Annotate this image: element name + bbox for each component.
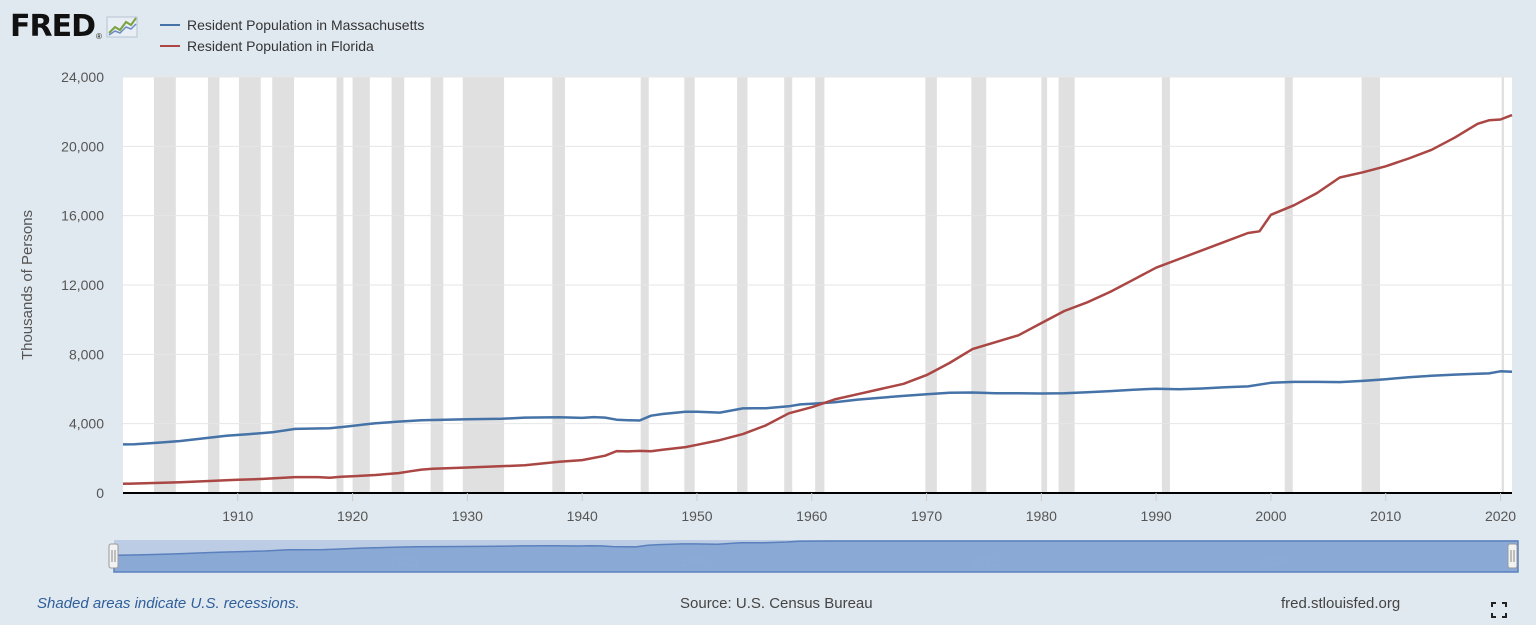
legend-swatch-massachusetts [160,23,180,26]
source-text: Source: U.S. Census Bureau [680,595,873,612]
y-tick-label: 12,000 [61,277,104,293]
fullscreen-icon[interactable] [1491,602,1507,618]
x-tick-label: 2020 [1485,508,1516,524]
x-tick-label: 1980 [1026,508,1057,524]
legend-label-massachusetts: Resident Population in Massachusetts [187,16,425,33]
registered-mark: ® [96,31,102,41]
series-line-massachusetts[interactable] [122,370,1513,446]
x-tick-label: 1940 [567,508,598,524]
legend-swatch-florida [160,44,180,47]
y-tick-label: 0 [96,485,104,501]
x-tick-label: 1930 [452,508,483,524]
y-tick-label: 24,000 [61,69,104,85]
x-tick-label: 1960 [796,508,827,524]
navigator-handle-left[interactable] [108,543,119,569]
range-navigator[interactable]: 1925195019752000 [108,540,1519,573]
y-tick-label: 8,000 [69,346,104,362]
x-tick-label: 1990 [1141,508,1172,524]
fred-logo-text: FRED [10,8,96,44]
fred-sparkline-icon [106,16,138,38]
chart-legend: Resident Population in Massachusetts Res… [160,14,424,56]
x-tick-label: 2010 [1370,508,1401,524]
main-chart: 0 4,000 8,000 12,000 16,000 20,000 24,000 1910… [19,69,1519,573]
legend-item-massachusetts[interactable]: Resident Population in Massachusetts [160,14,424,35]
recession-note: Shaded areas indicate U.S. recessions. [37,595,300,612]
fred-url[interactable]: fred.stlouisfed.org [1281,595,1401,612]
y-axis-label: Thousands of Persons [19,210,36,360]
series-line-florida[interactable] [122,113,1513,486]
navigator-handle-right[interactable] [1507,543,1518,569]
y-tick-label: 20,000 [61,138,104,154]
y-tick-label: 16,000 [61,208,104,224]
navigator-series [113,540,1519,573]
x-tick-label: 2000 [1255,508,1286,524]
x-tick-label: 1910 [222,508,253,524]
legend-item-florida[interactable]: Resident Population in Florida [160,35,424,56]
x-tick-label: 1970 [911,508,942,524]
y-tick-label: 4,000 [69,416,104,432]
x-tick-label: 1950 [681,508,712,524]
legend-label-florida: Resident Population in Florida [187,37,374,54]
x-tick-label: 1920 [337,508,368,524]
fred-logo[interactable]: FRED ® [10,6,138,46]
